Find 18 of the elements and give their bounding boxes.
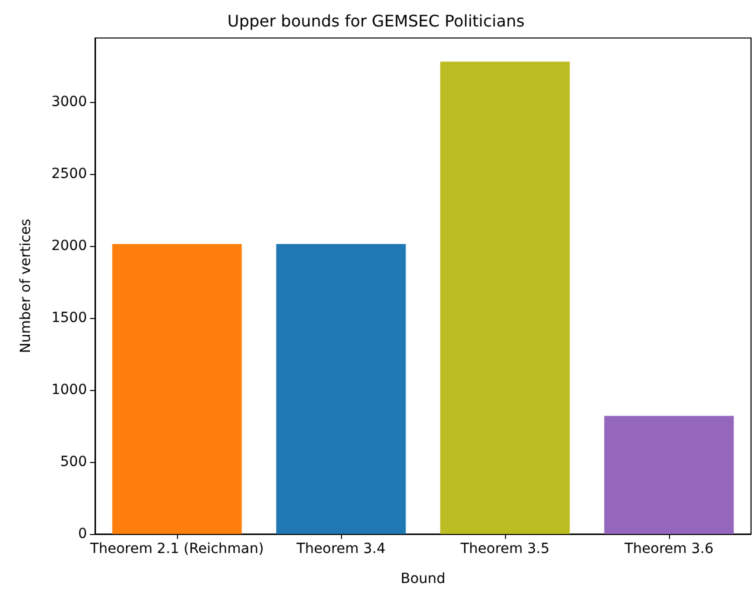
x-tick-label: Theorem 3.5 (459, 541, 550, 557)
bar (112, 244, 242, 534)
bar (276, 244, 406, 534)
chart-title: Upper bounds for GEMSEC Politicians (227, 12, 525, 30)
x-tick-label: Theorem 3.6 (623, 541, 714, 557)
bar (440, 62, 570, 534)
x-tick-label: Theorem 3.4 (295, 541, 386, 557)
y-tick-label: 1000 (51, 382, 87, 398)
bar (604, 416, 734, 534)
y-tick-label: 2000 (51, 238, 87, 254)
y-tick-label: 500 (60, 454, 87, 470)
y-tick-label: 2500 (51, 166, 87, 182)
x-axis-title: Bound (400, 571, 446, 587)
y-tick-label: 0 (78, 526, 87, 542)
y-tick-label: 3000 (51, 94, 87, 110)
x-tick-label: Theorem 2.1 (Reichman) (89, 541, 264, 557)
y-axis-title: Number of vertices (18, 218, 34, 354)
y-tick-label: 1500 (51, 310, 87, 326)
